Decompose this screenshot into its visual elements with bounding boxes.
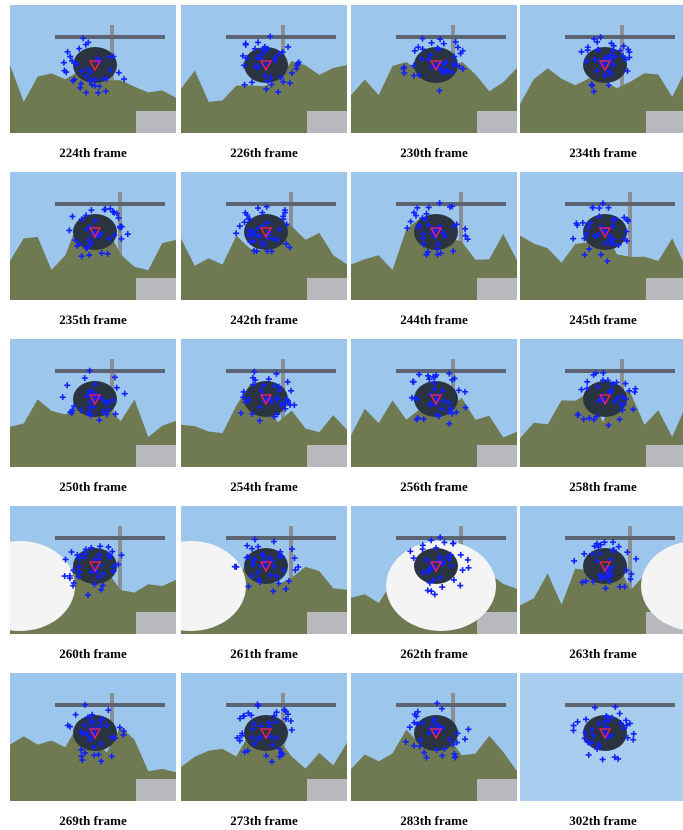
frame-caption: 262th frame: [400, 646, 468, 661]
building: [477, 111, 517, 133]
rotor: [226, 35, 336, 39]
frame-image: [520, 506, 683, 636]
building: [646, 278, 683, 300]
frame-image: [520, 172, 683, 302]
frame-caption: 230th frame: [400, 145, 468, 160]
helicopter-body: [244, 715, 288, 751]
frame-image: [181, 172, 347, 302]
rotor: [55, 703, 165, 707]
frame-image: [181, 5, 347, 135]
building: [136, 278, 176, 300]
rotor: [396, 35, 506, 39]
helicopter-body: [73, 47, 117, 83]
frame-caption: 242th frame: [230, 312, 298, 327]
frame-caption: 269th frame: [59, 813, 127, 828]
building: [307, 612, 347, 634]
building: [136, 779, 176, 801]
building: [136, 612, 176, 634]
frame-image: [10, 339, 176, 469]
frame-image: [351, 5, 517, 135]
rotor: [396, 202, 506, 206]
rotor: [565, 202, 675, 206]
building: [307, 278, 347, 300]
rotor: [55, 536, 165, 540]
frame-image: [10, 172, 176, 302]
building: [307, 445, 347, 467]
frame-image: [520, 673, 683, 801]
frame-caption: 256th frame: [400, 479, 468, 494]
frame-caption: 244th frame: [400, 312, 468, 327]
rotor: [226, 202, 336, 206]
frame-image: [520, 5, 683, 135]
frame-caption: 263th frame: [569, 646, 637, 661]
frame-image: [520, 339, 683, 469]
frame-caption: 302th frame: [569, 813, 637, 828]
frame-image: [181, 673, 347, 803]
frame-caption: 250th frame: [59, 479, 127, 494]
rotor: [565, 369, 675, 373]
building: [307, 111, 347, 133]
frame-caption: 226th frame: [230, 145, 298, 160]
frame-image: [351, 339, 517, 469]
frame-caption: 234th frame: [569, 145, 637, 160]
rotor: [55, 202, 165, 206]
building: [477, 612, 517, 634]
rotor: [396, 536, 506, 540]
frame-caption: 261th frame: [230, 646, 298, 661]
rotor: [226, 703, 336, 707]
rotor: [565, 35, 675, 39]
rotor: [396, 703, 506, 707]
frame-caption: 273th frame: [230, 813, 298, 828]
building: [136, 445, 176, 467]
rotor: [55, 369, 165, 373]
frame-caption: 260th frame: [59, 646, 127, 661]
frame-image: [10, 5, 176, 135]
rotor: [565, 536, 675, 540]
rotor: [226, 369, 336, 373]
frame-image: [351, 673, 517, 803]
frame-image: [351, 506, 517, 636]
frame-image: [10, 673, 176, 803]
building: [136, 111, 176, 133]
frame-image: [181, 339, 347, 469]
frame-caption: 254th frame: [230, 479, 298, 494]
frame-caption: 235th frame: [59, 312, 127, 327]
frame-caption: 283th frame: [400, 813, 468, 828]
rotor: [565, 703, 675, 707]
rotor: [55, 35, 165, 39]
frame-image: [351, 172, 517, 302]
building: [646, 111, 683, 133]
frame-image: [0, 506, 176, 636]
rotor: [226, 536, 336, 540]
building: [477, 445, 517, 467]
building: [307, 779, 347, 801]
building: [477, 779, 517, 801]
frame-caption: 245th frame: [569, 312, 637, 327]
figure: 224th frame 226th frame 230th frame 234th f…: [0, 0, 683, 830]
frame-caption: 224th frame: [59, 145, 127, 160]
building: [477, 278, 517, 300]
rotor: [396, 369, 506, 373]
frame-caption: 258th frame: [569, 479, 637, 494]
building: [646, 445, 683, 467]
